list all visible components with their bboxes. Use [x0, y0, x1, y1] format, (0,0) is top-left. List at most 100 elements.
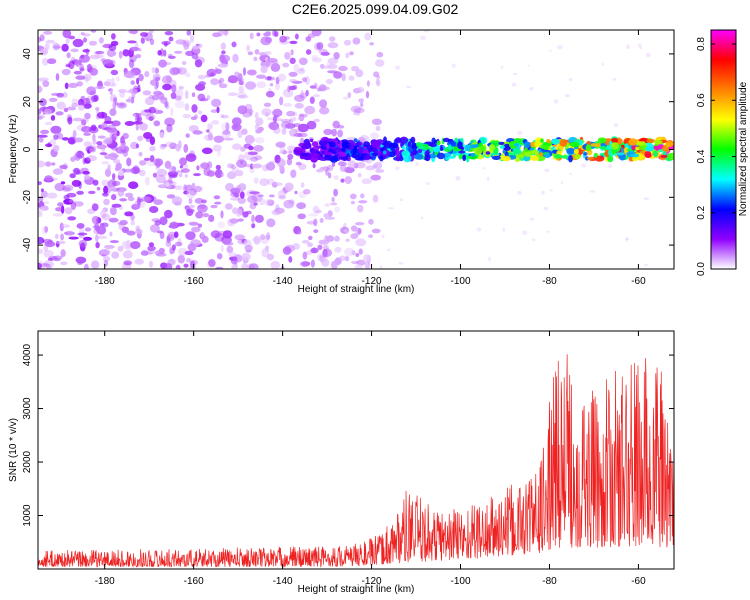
spectrogram-cell	[107, 82, 117, 87]
spectrogram-cell	[612, 77, 617, 81]
spectrogram-cell	[327, 42, 339, 49]
snr-panel: -180 -160 -140 -120 -100 -80 -60 1000 2000 3000 40…	[8, 330, 675, 595]
spectrogram-cell	[181, 168, 190, 174]
spectrogram-cell	[38, 116, 43, 120]
spectrogram-cell	[86, 86, 97, 96]
spectrogram-cell	[245, 81, 257, 90]
spectrogram-cell	[264, 112, 270, 117]
spectrogram-cell	[344, 176, 352, 185]
spectrogram-cell	[340, 178, 345, 183]
spectrogram-cell	[302, 261, 307, 268]
spectrogram-cell	[358, 148, 364, 153]
spectrogram-cell	[184, 250, 194, 256]
spectrogram-cell	[156, 168, 168, 177]
spectrogram-cell	[45, 39, 56, 44]
spectrogram-cell	[66, 52, 71, 59]
spectrogram-cell	[75, 256, 87, 264]
spectrogram-cell	[135, 225, 141, 232]
spectrogram-cell	[589, 190, 596, 193]
spectrogram-cell	[338, 255, 346, 261]
spectrogram-cell	[303, 189, 311, 195]
spectrogram-cell	[68, 35, 76, 40]
colorbar: 0.0 0.2 0.4 0.6 0.8 Normalized spectral ampl…	[696, 29, 749, 276]
spectrogram-cell	[41, 225, 49, 235]
spectrogram-cell	[131, 30, 138, 35]
spectrogram-cell	[140, 37, 145, 44]
spectrogram-cell	[191, 53, 199, 60]
spectrogram-cell	[331, 128, 338, 137]
spectrogram-cell	[56, 92, 65, 99]
spectrogram-cell	[183, 190, 190, 195]
spectrogram-cell	[38, 196, 44, 203]
spectrogram-cell	[144, 109, 152, 113]
spectrogram-cell	[123, 168, 133, 173]
spectrogram-cell	[353, 138, 358, 143]
spectrogram-cell	[201, 147, 213, 155]
spectrogram-cell	[104, 244, 115, 249]
spectrogram-cell	[321, 65, 332, 69]
spectrogram-cell	[53, 134, 59, 141]
spectrogram-cell	[516, 154, 525, 158]
spectrogram-cell	[46, 264, 52, 269]
spectrogram-cell	[111, 120, 121, 127]
spectrogram-cell	[149, 38, 155, 46]
spectrogram-cell	[626, 44, 630, 49]
spectrogram-cell	[38, 114, 46, 119]
spectrogram-cell	[468, 154, 478, 160]
spectrogram-cell	[171, 84, 177, 93]
spectrogram-cell	[132, 113, 137, 118]
spectrogram-cell	[190, 116, 197, 120]
spectrogram-cell	[44, 241, 56, 248]
spectrogram-cell	[143, 157, 150, 161]
spectrogram-cell	[166, 75, 172, 83]
spectrogram-cell	[246, 44, 250, 52]
spectrogram-cell	[643, 197, 650, 200]
colorbar-tick-label: 0.6	[696, 93, 707, 107]
spectrogram-cell	[295, 161, 302, 166]
spectrogram-cell	[266, 178, 275, 185]
spectrogram-cell	[401, 150, 411, 158]
spectrogram-cell	[334, 235, 340, 242]
spectrogram-cell	[154, 76, 161, 82]
spectrogram-cell	[121, 240, 131, 250]
spectrogram-panel: -180 -160 -140 -120 -100 -80 -60 -40 -20 0 20 40 He…	[8, 29, 675, 295]
spectrogram-cell	[326, 235, 335, 242]
spectrogram-cell	[184, 103, 190, 111]
spectrogram-cell	[324, 235, 329, 242]
spectrogram-cell	[288, 85, 297, 91]
spectrogram-cell	[59, 222, 64, 232]
spectrogram-cell	[310, 138, 314, 143]
spectrogram-cell	[165, 100, 169, 109]
spectrogram-cell	[78, 104, 85, 111]
spectrogram-cell	[465, 155, 470, 163]
spectrogram-cell	[89, 65, 98, 69]
spectrogram-cell	[447, 144, 452, 150]
spectrogram-cell	[623, 147, 629, 153]
spectrogram-cell	[55, 240, 66, 245]
spectrogram-cell	[134, 258, 144, 265]
spectrogram-cell	[347, 156, 351, 162]
spectrogram-cell	[101, 148, 106, 153]
spectrogram-cell	[123, 70, 135, 78]
spectrogram-cell	[109, 89, 113, 96]
spectrogram-cell	[498, 141, 505, 145]
spectrogram-cell	[368, 218, 374, 225]
spectrogram-cell	[500, 65, 504, 69]
spectrogram-cell	[491, 155, 501, 160]
spectrogram-cell	[112, 180, 121, 186]
spectrogram-cell	[288, 150, 293, 154]
spectrogram-cell	[111, 147, 118, 151]
spectrogram-cell	[574, 154, 581, 159]
spectrogram-cell	[63, 195, 70, 200]
spectrogram-cell	[174, 241, 183, 247]
spectrogram-cell	[90, 30, 97, 33]
spectrogram-cell	[513, 143, 520, 147]
spectrogram-cell	[559, 139, 568, 147]
spectrogram-cell	[89, 68, 99, 76]
spectrogram-cell	[424, 154, 431, 162]
spectrogram-cell	[238, 86, 245, 93]
spectrogram-cell	[141, 248, 148, 256]
spectrogram-cell	[540, 138, 544, 143]
spectrogram-cell	[639, 47, 643, 49]
spectrogram-cell	[81, 125, 92, 133]
